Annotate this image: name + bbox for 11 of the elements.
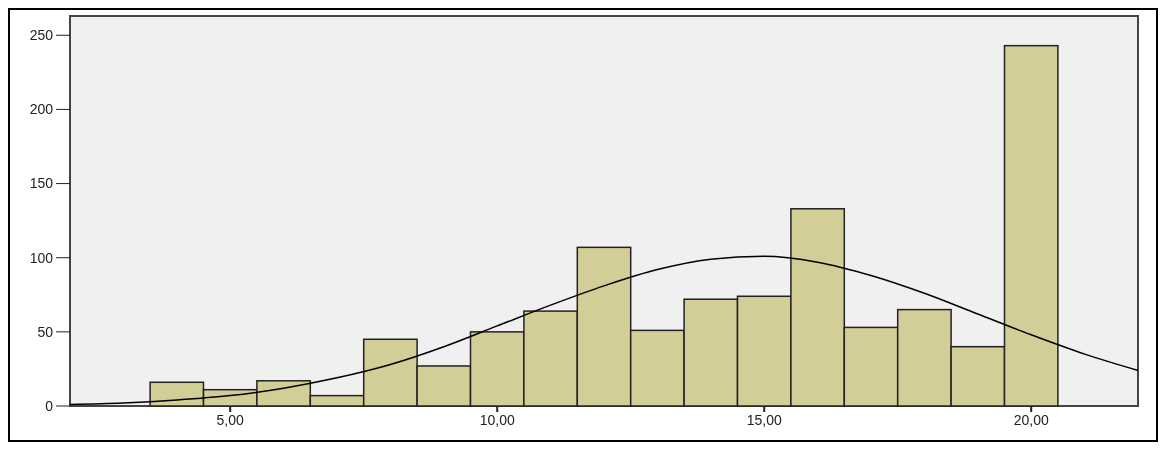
x-tick-label: 5,00 [216,412,245,428]
y-tick-label: 200 [29,101,54,118]
line-series [69,255,1139,406]
y-tick-label: 150 [29,175,54,192]
y-tick-label: 0 [45,397,54,414]
y-tick-label: 50 [37,323,54,340]
y-tick-label: 250 [29,27,54,44]
x-tick-label: 15,00 [746,412,782,428]
y-tick-label: 100 [29,249,54,266]
x-tick-label: 10,00 [479,412,515,428]
x-tick-label: 20,00 [1013,412,1049,428]
